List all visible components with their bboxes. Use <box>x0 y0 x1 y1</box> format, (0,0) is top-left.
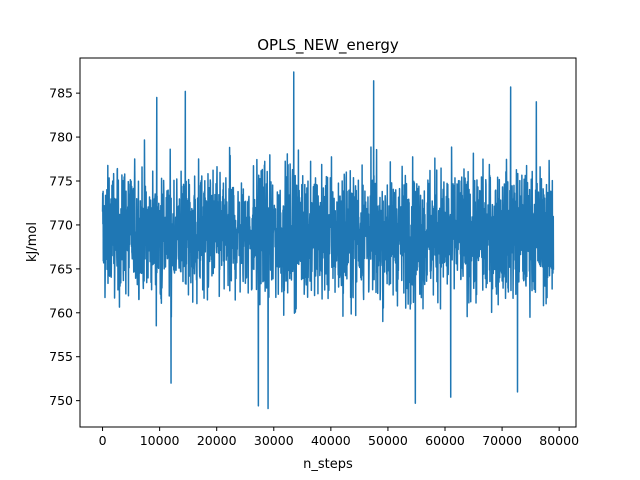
y-tick-label: 760 <box>49 305 73 320</box>
x-tick-label: 60000 <box>425 433 465 448</box>
y-axis-label: kJ/mol <box>25 222 40 262</box>
axes-frame <box>79 57 577 428</box>
y-tick-label: 750 <box>49 393 73 408</box>
x-tick-label: 20000 <box>197 433 237 448</box>
y-tick-label: 770 <box>49 217 73 232</box>
x-tick-label: 10000 <box>140 433 180 448</box>
x-tick-label: 0 <box>99 433 107 448</box>
x-tick-label: 40000 <box>311 433 351 448</box>
series-layer <box>101 71 555 410</box>
y-tick-label: 780 <box>49 130 73 145</box>
series-line <box>101 71 555 410</box>
x-axis: 0 10000 20000 30000 40000 50000 60000 70000 8000… <box>99 427 579 448</box>
y-tick-label: 785 <box>49 86 73 101</box>
y-tick-label: 755 <box>49 349 73 364</box>
chart-title: OPLS_NEW_energy <box>257 36 399 55</box>
plot-area <box>79 57 577 428</box>
x-tick-label: 50000 <box>368 433 408 448</box>
y-axis: 750 755 760 765 770 775 780 785 <box>49 86 80 408</box>
y-tick-label: 775 <box>49 174 73 189</box>
x-tick-label: 70000 <box>482 433 522 448</box>
y-tick-label: 765 <box>49 261 73 276</box>
x-tick-label: 30000 <box>254 433 294 448</box>
x-axis-label: n_steps <box>303 457 353 472</box>
x-tick-label: 80000 <box>539 433 579 448</box>
